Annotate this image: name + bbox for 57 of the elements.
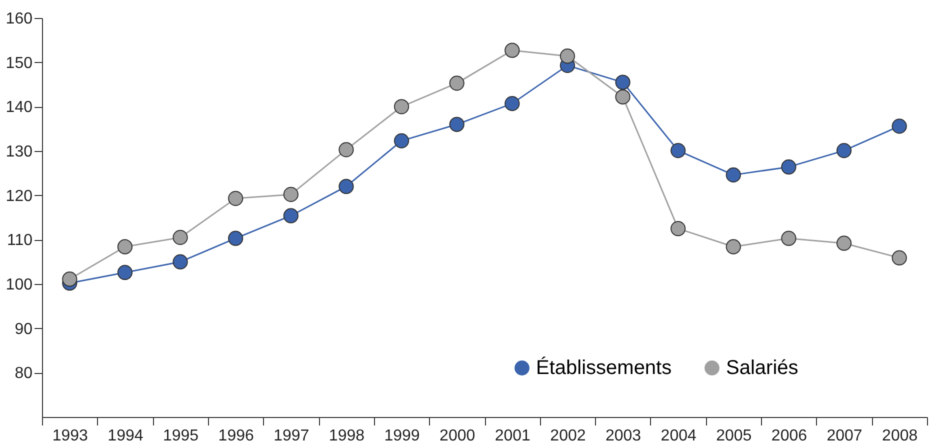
y-tick-label: 80 bbox=[14, 365, 33, 382]
point bbox=[172, 230, 188, 246]
point bbox=[394, 99, 410, 114]
point bbox=[172, 254, 188, 270]
point bbox=[560, 48, 576, 64]
point bbox=[338, 142, 354, 158]
y-tick-label: 140 bbox=[6, 99, 33, 116]
point bbox=[504, 42, 520, 58]
point bbox=[615, 89, 630, 104]
y-tick-label: 130 bbox=[6, 144, 33, 160]
x-tick-label: 2007 bbox=[826, 428, 862, 444]
point bbox=[117, 239, 133, 254]
point bbox=[726, 167, 741, 182]
y-tick-label: 100 bbox=[6, 276, 33, 294]
y-tick-label: 120 bbox=[6, 188, 33, 205]
x-tick-label: 2004 bbox=[660, 428, 696, 444]
point bbox=[228, 190, 244, 206]
y-tick-label: 110 bbox=[6, 232, 33, 250]
point bbox=[892, 250, 907, 266]
x-tick-label: 2005 bbox=[716, 428, 752, 444]
point bbox=[781, 230, 796, 246]
legend-label: Salariés bbox=[726, 357, 798, 379]
point bbox=[836, 143, 852, 158]
point bbox=[228, 230, 244, 246]
point bbox=[338, 178, 354, 194]
x-tick-label: 1996 bbox=[218, 428, 254, 444]
x-tick-label: 1997 bbox=[274, 428, 310, 444]
point bbox=[670, 221, 686, 236]
point bbox=[892, 118, 907, 134]
point bbox=[726, 239, 741, 254]
y-tick-label: 150 bbox=[6, 54, 33, 72]
point bbox=[283, 186, 298, 202]
x-tick-label: 2003 bbox=[605, 428, 642, 444]
point bbox=[394, 133, 410, 148]
point bbox=[670, 143, 686, 158]
x-tick-label: 1994 bbox=[108, 428, 144, 444]
point bbox=[117, 264, 133, 280]
x-tick-label: 2008 bbox=[882, 428, 918, 444]
y-tick-label: 90 bbox=[14, 320, 33, 338]
point bbox=[615, 74, 630, 90]
point bbox=[449, 76, 464, 91]
x-tick-label: 1993 bbox=[52, 428, 88, 444]
legend-label: Établissements bbox=[536, 356, 672, 379]
x-tick-label: 2002 bbox=[550, 428, 586, 444]
x-tick-label: 1995 bbox=[162, 428, 199, 444]
x-tick-label: 2000 bbox=[440, 428, 476, 444]
point bbox=[62, 272, 78, 287]
point bbox=[836, 236, 852, 251]
y-tick-label: 160 bbox=[6, 10, 33, 28]
x-tick-label: 2001 bbox=[494, 428, 531, 444]
x-tick-label: 1998 bbox=[328, 428, 365, 444]
x-tick-label: 2006 bbox=[771, 428, 808, 444]
point bbox=[283, 208, 298, 224]
point bbox=[449, 116, 464, 132]
point bbox=[504, 96, 520, 112]
point bbox=[781, 159, 796, 175]
x-tick-label: 1999 bbox=[384, 428, 420, 444]
